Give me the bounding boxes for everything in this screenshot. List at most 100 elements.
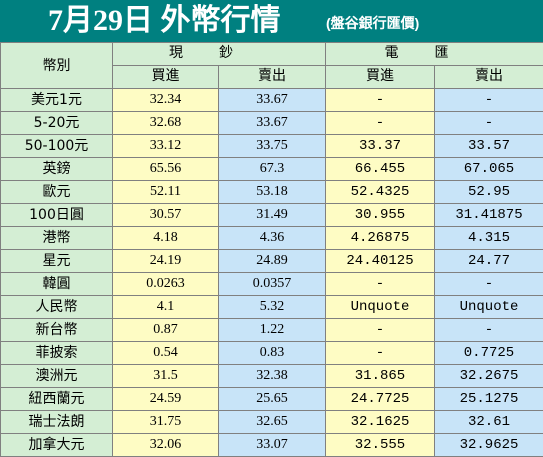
cash-buy-value: 33.12 xyxy=(113,135,219,158)
tt-sell-value: 32.61 xyxy=(435,411,543,434)
tt-buy-value: 24.7725 xyxy=(326,388,435,411)
cash-buy-value: 4.18 xyxy=(113,227,219,250)
tt-buy-value: - xyxy=(326,89,435,112)
tt-buy-value: - xyxy=(326,319,435,342)
currency-name: 5-20元 xyxy=(1,112,113,135)
page-subtitle: (盤谷銀行匯價) xyxy=(326,13,419,33)
tt-buy-value: 32.1625 xyxy=(326,411,435,434)
page-title: 7月29日 外幣行情 xyxy=(48,3,281,39)
cash-buy-value: 32.34 xyxy=(113,89,219,112)
cash-sell-value: 25.65 xyxy=(219,388,326,411)
tt-buy-value: 32.555 xyxy=(326,434,435,457)
group-header-telegraphic: 電匯 xyxy=(326,43,543,66)
cash-buy-value: 31.5 xyxy=(113,365,219,388)
tt-sell-value: 25.1275 xyxy=(435,388,543,411)
column-header-cash-buy: 買進 xyxy=(113,66,219,89)
column-header-tt-buy: 買進 xyxy=(326,66,435,89)
tt-sell-value: Unquote xyxy=(435,296,543,319)
cash-buy-value: 52.11 xyxy=(113,181,219,204)
tt-buy-value: Unquote xyxy=(326,296,435,319)
currency-name: 新台幣 xyxy=(1,319,113,342)
cash-sell-value: 33.67 xyxy=(219,89,326,112)
group-header-cash: 現鈔 xyxy=(113,43,326,66)
currency-name: 加拿大元 xyxy=(1,434,113,457)
tt-buy-value: 66.455 xyxy=(326,158,435,181)
tt-buy-value: 24.40125 xyxy=(326,250,435,273)
cash-sell-value: 0.83 xyxy=(219,342,326,365)
cash-sell-value: 32.65 xyxy=(219,411,326,434)
cash-buy-value: 30.57 xyxy=(113,204,219,227)
tt-buy-value: 4.26875 xyxy=(326,227,435,250)
tt-sell-value: - xyxy=(435,89,543,112)
tt-sell-value: - xyxy=(435,273,543,296)
cash-sell-value: 24.89 xyxy=(219,250,326,273)
currency-name: 澳洲元 xyxy=(1,365,113,388)
cash-sell-value: 32.38 xyxy=(219,365,326,388)
tt-sell-value: 32.9625 xyxy=(435,434,543,457)
currency-name: 港幣 xyxy=(1,227,113,250)
currency-name: 星元 xyxy=(1,250,113,273)
tt-sell-value: 52.95 xyxy=(435,181,543,204)
tt-sell-value: 67.065 xyxy=(435,158,543,181)
currency-name: 美元1元 xyxy=(1,89,113,112)
title-bar: 7月29日 外幣行情 (盤谷銀行匯價) xyxy=(0,0,543,42)
cash-sell-value: 67.3 xyxy=(219,158,326,181)
tt-sell-value: 24.77 xyxy=(435,250,543,273)
column-header-tt-sell: 賣出 xyxy=(435,66,543,89)
cash-sell-value: 53.18 xyxy=(219,181,326,204)
currency-name: 100日圓 xyxy=(1,204,113,227)
tt-buy-value: - xyxy=(326,112,435,135)
tt-sell-value: 4.315 xyxy=(435,227,543,250)
currency-name: 瑞士法朗 xyxy=(1,411,113,434)
tt-buy-value: - xyxy=(326,342,435,365)
column-header-cash-sell: 賣出 xyxy=(219,66,326,89)
cash-sell-value: 0.0357 xyxy=(219,273,326,296)
cash-buy-value: 0.54 xyxy=(113,342,219,365)
tt-buy-value: 31.865 xyxy=(326,365,435,388)
cash-buy-value: 0.87 xyxy=(113,319,219,342)
currency-name: 菲披索 xyxy=(1,342,113,365)
tt-buy-value: 33.37 xyxy=(326,135,435,158)
currency-name: 英鎊 xyxy=(1,158,113,181)
tt-sell-value: - xyxy=(435,112,543,135)
cash-buy-value: 31.75 xyxy=(113,411,219,434)
currency-name: 紐西蘭元 xyxy=(1,388,113,411)
cash-buy-value: 24.19 xyxy=(113,250,219,273)
cash-sell-value: 31.49 xyxy=(219,204,326,227)
cash-sell-value: 5.32 xyxy=(219,296,326,319)
rates-sheet: 7月29日 外幣行情 (盤谷銀行匯價) 幣別 現鈔 電匯 買進 賣出 買進 賣出… xyxy=(0,0,543,444)
cash-sell-value: 33.75 xyxy=(219,135,326,158)
currency-name: 人民幣 xyxy=(1,296,113,319)
currency-column-header: 幣別 xyxy=(1,43,113,89)
cash-buy-value: 4.1 xyxy=(113,296,219,319)
tt-sell-value: 32.2675 xyxy=(435,365,543,388)
cash-sell-value: 33.07 xyxy=(219,434,326,457)
tt-sell-value: 0.7725 xyxy=(435,342,543,365)
cash-sell-value: 1.22 xyxy=(219,319,326,342)
cash-buy-value: 0.0263 xyxy=(113,273,219,296)
cash-sell-value: 4.36 xyxy=(219,227,326,250)
cash-buy-value: 65.56 xyxy=(113,158,219,181)
currency-name: 50-100元 xyxy=(1,135,113,158)
currency-name: 歐元 xyxy=(1,181,113,204)
cash-buy-value: 24.59 xyxy=(113,388,219,411)
currency-name: 韓圓 xyxy=(1,273,113,296)
cash-sell-value: 33.67 xyxy=(219,112,326,135)
tt-buy-value: 52.4325 xyxy=(326,181,435,204)
